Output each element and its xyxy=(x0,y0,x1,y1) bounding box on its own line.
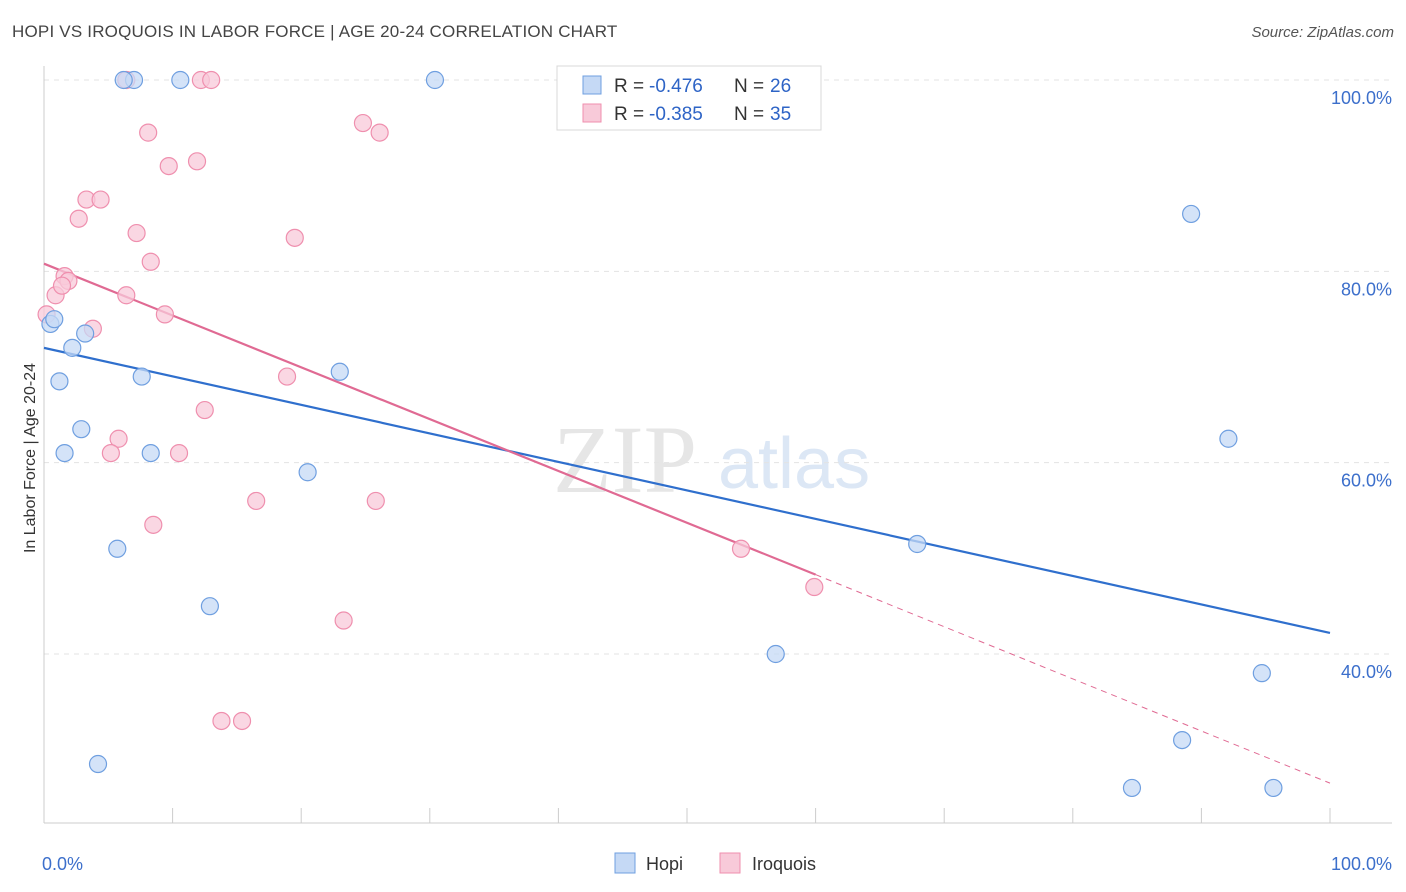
hopi-point-7 xyxy=(63,338,82,357)
iroquois-point-34 xyxy=(805,577,824,597)
iroquois-point-11 xyxy=(127,223,146,243)
x-tick-labels: 0.0% 100.0% xyxy=(42,854,1392,874)
watermark-atlas: atlas xyxy=(718,424,870,504)
trendlines xyxy=(43,262,1331,784)
hopi-n-label: N = xyxy=(734,76,764,97)
iroquois-r-label: R = xyxy=(614,104,644,125)
y-axis-label: In Labor Force | Age 20-24 xyxy=(22,363,39,553)
gridlines xyxy=(44,79,1392,655)
y-tick-label-2: 80.0% xyxy=(1341,279,1392,299)
hopi-point-20 xyxy=(1182,204,1201,224)
iroquois-point-24 xyxy=(109,429,128,448)
hopi-point-6 xyxy=(76,324,95,343)
iroquois-point-29 xyxy=(144,515,163,534)
hopi-point-23 xyxy=(1173,730,1192,750)
iroquois-point-4 xyxy=(353,113,373,133)
hopi-point-25 xyxy=(1264,778,1283,798)
iroquois-point-33 xyxy=(731,539,751,558)
iroquois-points xyxy=(37,70,824,731)
hopi-bottom-swatch xyxy=(614,852,636,874)
iroquois-bottom-swatch xyxy=(719,852,741,874)
hopi-point-10 xyxy=(330,362,349,381)
iroquois-point-32 xyxy=(232,711,252,731)
iroquois-point-21 xyxy=(155,305,174,324)
hopi-point-1 xyxy=(114,70,133,90)
axes xyxy=(43,66,1392,824)
iroquois-point-12 xyxy=(285,228,304,247)
hopi-trendline xyxy=(43,346,1331,635)
iroquois-bottom-label: Iroquois xyxy=(752,854,816,874)
hopi-r-value: -0.476 xyxy=(649,76,703,97)
stats-legend: R = -0.476 N = 26 R = -0.385 N = 35 xyxy=(556,65,822,131)
iroquois-point-22 xyxy=(277,367,297,386)
hopi-legend-swatch xyxy=(582,75,602,95)
iroquois-point-13 xyxy=(141,252,160,271)
hopi-point-12 xyxy=(55,444,74,463)
hopi-point-9 xyxy=(132,367,151,386)
iroquois-n-value: 35 xyxy=(770,104,791,125)
iroquois-point-27 xyxy=(247,491,266,511)
hopi-point-11 xyxy=(72,420,91,439)
iroquois-point-31 xyxy=(212,711,231,731)
y-tick-labels: 40.0% 60.0% 80.0% 100.0% xyxy=(1331,88,1392,682)
hopi-point-2 xyxy=(171,70,190,90)
hopi-point-15 xyxy=(108,539,127,558)
iroquois-point-2 xyxy=(202,70,221,90)
hopi-bottom-label: Hopi xyxy=(646,854,683,874)
iroquois-point-30 xyxy=(334,611,353,630)
series-legend: Hopi Iroquois xyxy=(614,852,816,874)
chart-title: HOPI VS IROQUOIS IN LABOR FORCE | AGE 20… xyxy=(12,22,618,41)
iroquois-point-19 xyxy=(117,286,136,305)
hopi-point-24 xyxy=(1122,778,1142,798)
x-tick-label-1: 100.0% xyxy=(1331,854,1392,874)
iroquois-point-6 xyxy=(159,157,178,176)
hopi-point-3 xyxy=(425,70,445,90)
iroquois-point-10 xyxy=(69,209,88,228)
hopi-point-21 xyxy=(1219,429,1238,448)
iroquois-point-25 xyxy=(101,444,120,463)
iroquois-n-label: N = xyxy=(734,104,764,125)
hopi-point-8 xyxy=(50,372,69,391)
hopi-point-5 xyxy=(45,310,64,329)
iroquois-trendline-extension xyxy=(815,574,1331,784)
hopi-point-22 xyxy=(1252,664,1271,683)
hopi-point-14 xyxy=(298,463,317,482)
iroquois-point-26 xyxy=(169,444,189,463)
hopi-points xyxy=(41,70,1283,798)
hopi-n-value: 26 xyxy=(770,76,791,97)
iroquois-point-7 xyxy=(187,152,207,171)
source-label: Source: ZipAtlas.com xyxy=(1251,24,1394,41)
iroquois-r-value: -0.385 xyxy=(649,104,703,125)
hopi-point-19 xyxy=(908,534,927,554)
y-tick-label-0: 40.0% xyxy=(1341,662,1392,682)
y-tick-label-3: 100.0% xyxy=(1331,88,1392,108)
iroquois-point-28 xyxy=(366,491,385,511)
hopi-point-16 xyxy=(200,597,219,616)
iroquois-point-5 xyxy=(370,123,389,142)
iroquois-point-17 xyxy=(52,276,72,295)
hopi-r-label: R = xyxy=(614,76,644,97)
iroquois-point-23 xyxy=(195,400,214,420)
watermark-zip: ZIP xyxy=(553,406,697,513)
iroquois-point-9 xyxy=(91,190,110,209)
hopi-point-18 xyxy=(766,644,785,664)
iroquois-legend-swatch xyxy=(582,103,602,123)
y-tick-label-1: 60.0% xyxy=(1341,471,1392,491)
hopi-point-13 xyxy=(141,444,160,463)
hopi-point-17 xyxy=(88,754,108,774)
x-tick-label-0: 0.0% xyxy=(42,854,83,874)
iroquois-point-3 xyxy=(139,123,158,142)
